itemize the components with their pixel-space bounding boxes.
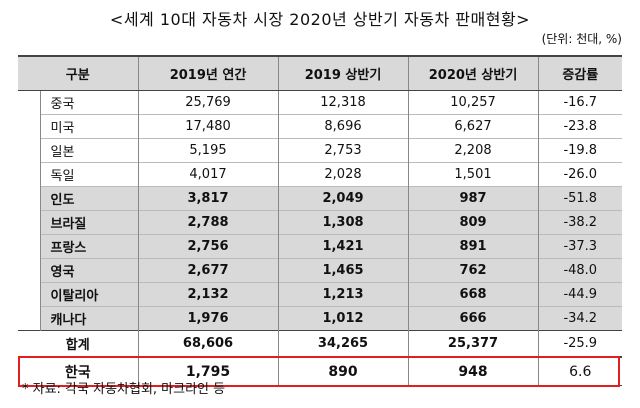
value-change-rate: -44.9 — [537, 282, 623, 307]
table-row: 중국 25,769 12,318 10,257 -16.7 — [18, 90, 623, 115]
total-2020-h1: 25,377 — [407, 330, 539, 357]
value-2019-h1: 2,028 — [277, 162, 409, 187]
country-name: 브라질 — [39, 210, 139, 235]
country-name: 프랑스 — [39, 234, 139, 259]
total-label: 합계 — [18, 330, 139, 357]
indent-cell — [18, 258, 40, 283]
total-change-rate: -25.9 — [537, 330, 623, 357]
value-2020-h1: 809 — [407, 210, 539, 235]
value-2019-h1: 2,049 — [277, 186, 409, 211]
country-name: 인도 — [39, 186, 139, 211]
value-2020-h1: 666 — [407, 306, 539, 331]
value-2019-annual: 5,195 — [137, 138, 279, 163]
total-2019-h1: 34,265 — [277, 330, 409, 357]
value-2019-h1: 1,465 — [277, 258, 409, 283]
table-row: 이탈리아 2,132 1,213 668 -44.9 — [18, 282, 623, 307]
korea-change-rate: 6.6 — [537, 356, 623, 386]
indent-cell — [18, 234, 40, 259]
value-2019-h1: 1,213 — [277, 282, 409, 307]
value-2019-annual: 17,480 — [137, 114, 279, 139]
country-name: 미국 — [39, 114, 139, 139]
country-name: 이탈리아 — [39, 282, 139, 307]
country-name: 독일 — [39, 162, 139, 187]
header-2020-h1: 2020년 상반기 — [407, 55, 539, 91]
value-change-rate: -38.2 — [537, 210, 623, 235]
value-2019-annual: 1,976 — [137, 306, 279, 331]
table-title: <세계 10대 자동차 시장 2020년 상반기 자동차 판매현황> — [109, 10, 531, 29]
value-2019-h1: 1,308 — [277, 210, 409, 235]
table-row: 미국 17,480 8,696 6,627 -23.8 — [18, 114, 623, 139]
total-row: 합계 68,606 34,265 25,377 -25.9 — [18, 330, 623, 357]
value-2020-h1: 6,627 — [407, 114, 539, 139]
country-name: 영국 — [39, 258, 139, 283]
indent-cell — [18, 306, 40, 331]
table-row: 일본 5,195 2,753 2,208 -19.8 — [18, 138, 623, 163]
indent-cell — [18, 186, 40, 211]
indent-cell — [18, 162, 40, 187]
value-2019-annual: 2,677 — [137, 258, 279, 283]
header-2019-h1: 2019 상반기 — [277, 55, 409, 91]
korea-2019-annual: 1,795 — [137, 356, 279, 386]
source-footnote: * 자료: 각국 자동차협회, 마크라인 등 — [22, 382, 226, 397]
value-change-rate: -26.0 — [537, 162, 623, 187]
korea-2019-h1: 890 — [277, 356, 409, 386]
value-2020-h1: 10,257 — [407, 90, 539, 115]
value-2020-h1: 1,501 — [407, 162, 539, 187]
value-2020-h1: 668 — [407, 282, 539, 307]
value-2019-annual: 25,769 — [137, 90, 279, 115]
value-2020-h1: 891 — [407, 234, 539, 259]
country-name: 일본 — [39, 138, 139, 163]
value-2019-annual: 3,817 — [137, 186, 279, 211]
header-2019-annual: 2019년 연간 — [137, 55, 279, 91]
value-change-rate: -23.8 — [537, 114, 623, 139]
table-row: 인도 3,817 2,049 987 -51.8 — [18, 186, 623, 211]
header-category: 구분 — [18, 55, 139, 91]
value-change-rate: -51.8 — [537, 186, 623, 211]
value-change-rate: -19.8 — [537, 138, 623, 163]
value-change-rate: -34.2 — [537, 306, 623, 331]
korea-2020-h1: 948 — [407, 356, 539, 386]
indent-cell — [18, 282, 40, 307]
header-change-rate: 증감률 — [537, 55, 623, 91]
value-2020-h1: 987 — [407, 186, 539, 211]
indent-cell — [18, 114, 40, 139]
value-change-rate: -16.7 — [537, 90, 623, 115]
value-change-rate: -48.0 — [537, 258, 623, 283]
value-2019-h1: 8,696 — [277, 114, 409, 139]
indent-cell — [18, 90, 40, 115]
total-2019-annual: 68,606 — [137, 330, 279, 357]
table-row: 캐나다 1,976 1,012 666 -34.2 — [18, 306, 623, 331]
value-2019-h1: 12,318 — [277, 90, 409, 115]
header-row: 구분 2019년 연간 2019 상반기 2020년 상반기 증감률 — [18, 55, 623, 91]
sales-table: 구분 2019년 연간 2019 상반기 2020년 상반기 증감률 중국 25,… — [18, 55, 623, 386]
table-row: 독일 4,017 2,028 1,501 -26.0 — [18, 162, 623, 187]
country-name: 캐나다 — [39, 306, 139, 331]
value-2019-h1: 2,753 — [277, 138, 409, 163]
value-2019-annual: 2,756 — [137, 234, 279, 259]
indent-cell — [18, 138, 40, 163]
value-2019-h1: 1,012 — [277, 306, 409, 331]
table-row: 브라질 2,788 1,308 809 -38.2 — [18, 210, 623, 235]
country-name: 중국 — [39, 90, 139, 115]
sales-table-wrapper: 구분 2019년 연간 2019 상반기 2020년 상반기 증감률 중국 25,… — [18, 55, 623, 386]
unit-note: (단위: 천대, %) — [541, 32, 622, 46]
value-2020-h1: 762 — [407, 258, 539, 283]
indent-cell — [18, 210, 40, 235]
value-2019-annual: 4,017 — [137, 162, 279, 187]
korea-label: 한국 — [18, 356, 139, 386]
value-2019-annual: 2,788 — [137, 210, 279, 235]
table-row: 영국 2,677 1,465 762 -48.0 — [18, 258, 623, 283]
value-2019-annual: 2,132 — [137, 282, 279, 307]
value-change-rate: -37.3 — [537, 234, 623, 259]
value-2019-h1: 1,421 — [277, 234, 409, 259]
table-row: 프랑스 2,756 1,421 891 -37.3 — [18, 234, 623, 259]
value-2020-h1: 2,208 — [407, 138, 539, 163]
